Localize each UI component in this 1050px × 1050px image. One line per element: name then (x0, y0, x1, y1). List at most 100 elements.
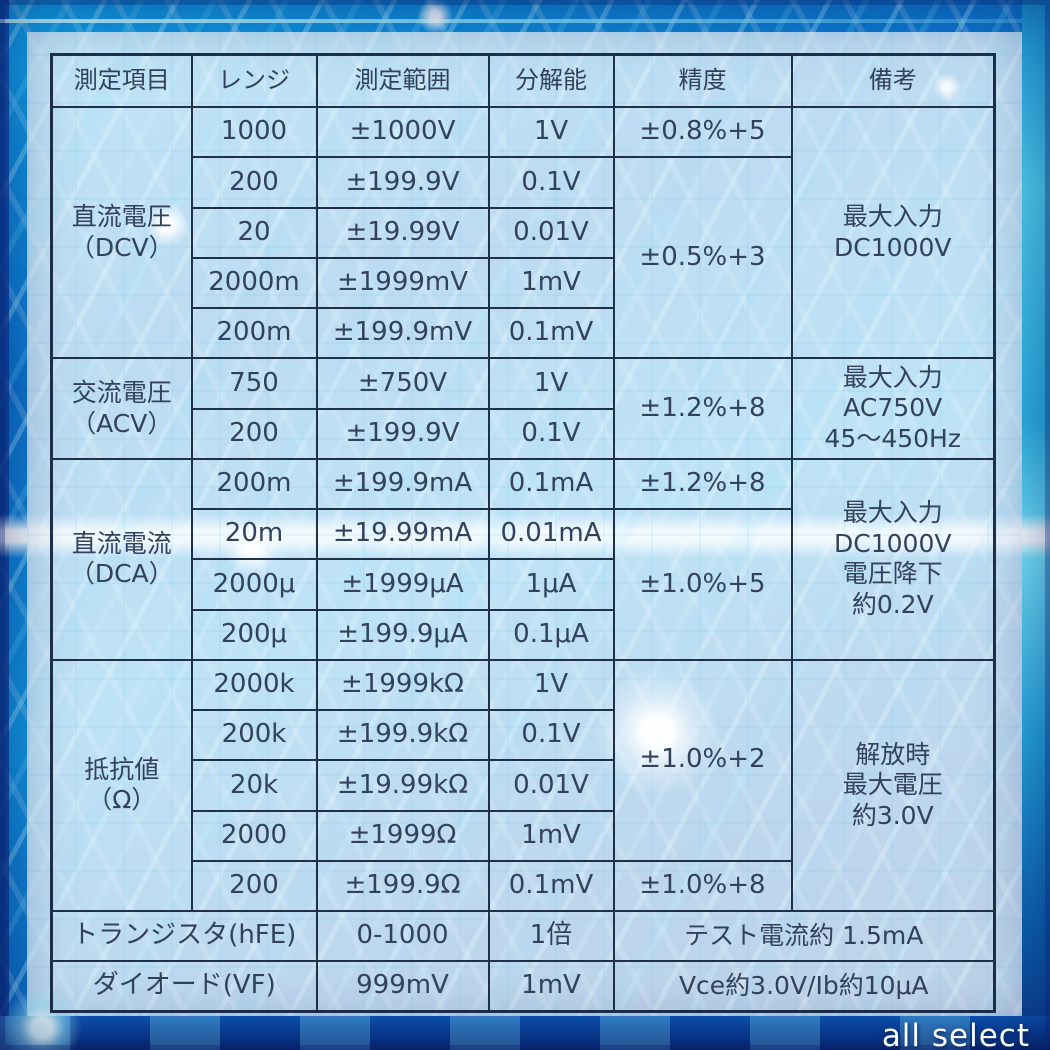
dca-accuracy-first-cell: ±1.2%+8 (612, 457, 793, 511)
dcv-group-label: 直流電圧 （DCV） (50, 105, 193, 360)
ohm-span-cell: ±199.9Ω (315, 859, 490, 913)
table-row: 抵抗値 （Ω） 2000k ±1999kΩ 1V ±1.0%+2 解放時 最大電… (50, 658, 996, 913)
table-row: 200μ ±199.9μA 0.1μA (52, 608, 995, 661)
dca-group-label: 直流電流 （DCA） (50, 457, 193, 661)
hfe-label-cell: トランジスタ(hFE) (50, 909, 318, 963)
table-row: ダイオード(VF) 999mV 1mV Vce約3.0V/Ib約10μA (50, 960, 996, 1013)
ohm-res-cell: 1V (487, 658, 615, 712)
table-row: 200k ±199.9kΩ 0.1V (52, 708, 995, 762)
dca-label-line1: 直流電流 (71, 528, 172, 558)
ohm-note-line2: 最大電圧 (842, 770, 943, 800)
top-cyan-streak (0, 19, 1050, 23)
dcv-accuracy-rest-cell: ±0.5%+3 (612, 156, 793, 360)
ohm-group-label: 抵抗値 （Ω） (50, 658, 193, 913)
header-span: 測定範囲 (315, 53, 490, 108)
table-row: 直流電圧 （DCV） 1000 ±1000V 1V ±0.8%+5 最大入力 D… (50, 105, 996, 360)
ohm-accuracy-first-cell: ±1.0%+2 (612, 658, 793, 862)
dcv-span-cell: ±19.99V (315, 206, 490, 259)
table-row: 200 ±199.9V 0.1V (52, 407, 995, 460)
dcv-span-cell: ±199.9V (315, 156, 490, 209)
ohm-res-cell: 0.1V (487, 708, 615, 762)
header-item: 測定項目 (50, 53, 193, 108)
dca-res-cell: 1μA (487, 558, 615, 611)
table-row: 2000μ ±1999μA 1μA (52, 558, 995, 611)
dcv-notes-cell: 最大入力 DC1000V (790, 105, 996, 360)
table-row: 200 ±199.9Ω 0.1mV ±1.0%+8 (52, 859, 995, 913)
dcv-note-line1: 最大入力 (842, 202, 943, 232)
ohm-range-cell: 200k (190, 708, 318, 762)
hfe-res-cell: 1倍 (487, 909, 615, 963)
ohm-span-cell: ±199.9kΩ (315, 708, 490, 762)
dcv-range-cell: 2000m (190, 256, 318, 310)
table-row: 200m ±199.9mV 0.1mV (52, 306, 995, 360)
dca-notes-cell: 最大入力 DC1000V 電圧降下 約0.2V (790, 457, 996, 661)
acv-group-label: 交流電圧 （ACV） (50, 357, 193, 460)
table-row: 20 ±19.99V 0.01V (52, 206, 995, 259)
dca-label-line2: （DCA） (69, 559, 174, 589)
table-row: 2000m ±1999mV 1mV (52, 256, 995, 310)
vf-label-cell: ダイオード(VF) (50, 960, 318, 1013)
acv-range-cell: 750 (190, 357, 318, 410)
dca-note-line3: 電圧降下 (842, 559, 943, 589)
table-row: 2000 ±1999Ω 1mV (52, 809, 995, 862)
header-accuracy: 精度 (612, 53, 793, 108)
acv-accuracy-cell: ±1.2%+8 (612, 357, 793, 460)
watermark: all select (881, 1018, 1030, 1050)
dca-res-cell: 0.1mA (487, 457, 615, 511)
acv-res-cell: 0.1V (487, 407, 615, 460)
table-row: 交流電圧 （ACV） 750 ±750V 1V ±1.2%+8 最大入力 AC7… (50, 357, 996, 460)
hfe-span-cell: 0-1000 (315, 909, 490, 963)
acv-range-cell: 200 (190, 407, 318, 460)
acv-note-line2: AC750V (843, 393, 943, 423)
dca-range-cell: 200μ (190, 608, 318, 661)
ohm-accuracy-last-cell: ±1.0%+8 (612, 859, 793, 913)
dca-span-cell: ±199.9mA (315, 457, 490, 511)
dca-range-cell: 200m (190, 457, 318, 511)
dcv-span-cell: ±1999mV (315, 256, 490, 310)
acv-notes-cell: 最大入力 AC750V 45～450Hz (790, 357, 996, 460)
dcv-res-cell: 1V (487, 105, 615, 159)
dcv-span-cell: ±1000V (315, 105, 490, 159)
dca-note-line1: 最大入力 (842, 498, 943, 528)
dca-note-line2: DC1000V (834, 528, 952, 558)
dcv-note-line2: DC1000V (834, 232, 952, 262)
dcv-label-line2: （DCV） (69, 232, 174, 262)
acv-span-cell: ±199.9V (315, 407, 490, 460)
dcv-range-cell: 1000 (190, 105, 318, 159)
ohm-label-line1: 抵抗値 (84, 754, 160, 784)
hfe-note-cell: テスト電流約 1.5mA (612, 909, 996, 963)
dcv-label-line1: 直流電圧 (71, 202, 172, 232)
dcv-range-cell: 200 (190, 156, 318, 209)
ohm-label-line2: （Ω） (87, 785, 157, 815)
ohm-span-cell: ±1999Ω (315, 809, 490, 862)
table-row: 直流電流 （DCA） 200m ±199.9mA 0.1mA ±1.2%+8 最… (50, 457, 996, 661)
ohm-notes-cell: 解放時 最大電圧 約3.0V (790, 658, 996, 913)
dca-accuracy-rest-cell: ±1.0%+5 (612, 508, 793, 661)
ohm-range-cell: 200 (190, 859, 318, 913)
ohm-range-cell: 2000k (190, 658, 318, 712)
ohm-range-cell: 20k (190, 759, 318, 812)
ohm-note-line3: 約3.0V (851, 800, 934, 830)
vf-note-cell: Vce約3.0V/Ib約10μA (612, 960, 996, 1013)
header-resolution: 分解能 (487, 53, 615, 108)
dcv-res-cell: 0.1V (487, 156, 615, 209)
vf-span-cell: 999mV (315, 960, 490, 1013)
header-notes: 備考 (790, 53, 996, 108)
ohm-span-cell: ±19.99kΩ (315, 759, 490, 812)
table-row: 200 ±199.9V 0.1V ±0.5%+3 (52, 156, 995, 360)
table-row: 20m ±19.99mA 0.01mA ±1.0%+5 (52, 507, 995, 661)
dca-res-cell: 0.01mA (487, 507, 615, 561)
ohm-res-cell: 1mV (487, 809, 615, 862)
acv-res-cell: 1V (487, 357, 615, 410)
dca-span-cell: ±19.99mA (315, 507, 490, 561)
dcv-range-cell: 20 (190, 206, 318, 259)
header-row: 測定項目 レンジ 測定範囲 分解能 精度 備考 (50, 53, 996, 108)
dca-span-cell: ±1999μA (315, 558, 490, 611)
acv-note-line1: 最大入力 (842, 362, 943, 392)
dcv-res-cell: 1mV (487, 256, 615, 310)
spec-table: 測定項目 レンジ 測定範囲 分解能 精度 備考 直流電圧 （DCV） 1000 … (50, 53, 996, 1013)
dca-res-cell: 0.1μA (487, 608, 615, 661)
ohm-note-line1: 解放時 (855, 739, 931, 769)
table-row: トランジスタ(hFE) 0-1000 1倍 テスト電流約 1.5mA (50, 909, 996, 963)
